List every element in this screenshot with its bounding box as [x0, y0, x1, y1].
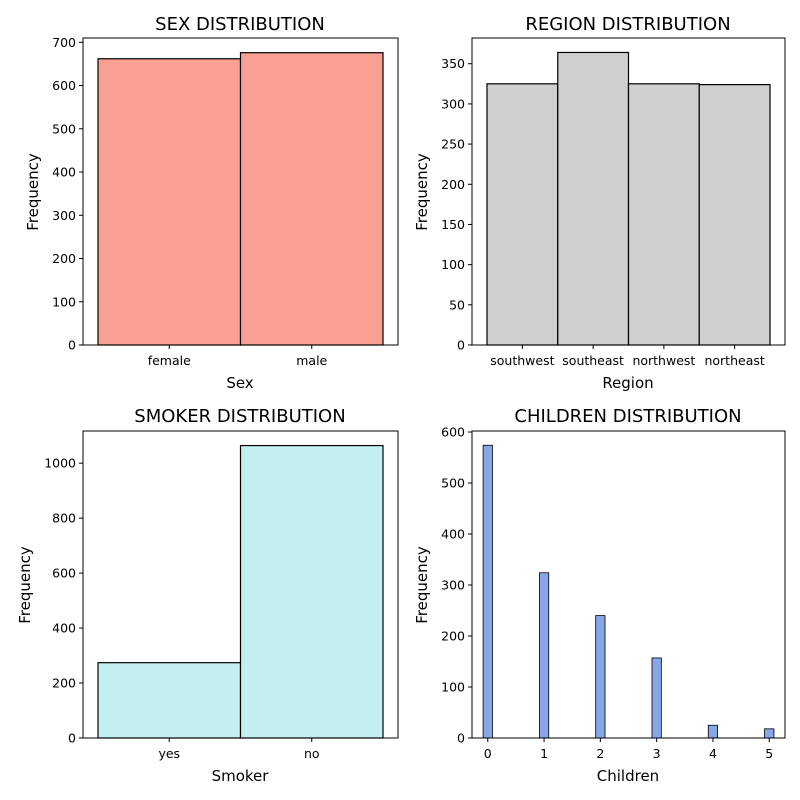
bar: [97, 662, 242, 739]
x-axis-label: Smoker: [212, 767, 270, 785]
bar: [239, 444, 384, 739]
x-tick-label: yes: [158, 746, 180, 761]
x-tick-label: southeast: [562, 353, 624, 368]
y-tick-label: 100: [441, 680, 465, 695]
y-tick-label: 0: [457, 338, 465, 353]
chart-title: SEX DISTRIBUTION: [155, 14, 325, 35]
x-axis-label: Region: [602, 374, 653, 392]
x-axis-label: Children: [597, 767, 659, 785]
y-tick-label: 0: [457, 731, 465, 746]
y-tick-label: 600: [441, 425, 465, 440]
y-tick-label: 200: [441, 177, 465, 192]
y-tick-label: 500: [441, 476, 465, 491]
panel-children: CHILDREN DISTRIBUTION Children Frequency…: [413, 406, 786, 785]
chart-title: REGION DISTRIBUTION: [525, 14, 730, 35]
plot-frame: [82, 37, 399, 346]
y-tick-label: 100: [441, 257, 465, 272]
y-tick-label: 200: [52, 676, 76, 691]
x-tick-label: 0: [484, 746, 492, 761]
chart-title: SMOKER DISTRIBUTION: [134, 406, 345, 427]
bar: [557, 51, 630, 346]
y-tick-label: 1000: [44, 456, 76, 471]
bar: [698, 84, 771, 346]
x-tick-label: female: [148, 353, 191, 368]
y-tick-label: 300: [52, 208, 76, 223]
y-tick-label: 700: [52, 35, 76, 50]
y-tick-label: 50: [449, 297, 465, 312]
x-tick-label: 4: [709, 746, 717, 761]
panel-region: REGION DISTRIBUTION Region Frequency sou…: [413, 14, 786, 392]
y-tick-label: 400: [52, 165, 76, 180]
y-axis-label: Frequency: [16, 546, 34, 624]
y-tick-label: 350: [441, 56, 465, 71]
x-axis-label: Sex: [226, 374, 253, 392]
y-tick-label: 400: [52, 621, 76, 636]
x-tick-label: northwest: [632, 353, 695, 368]
bar: [486, 83, 559, 346]
bar: [482, 444, 493, 739]
bar: [764, 728, 775, 739]
plot-area: 0 1 2 3 4 5 0 100 200 300 400 500 600: [441, 425, 786, 761]
plot-frame: [471, 37, 786, 346]
y-tick-label: 400: [441, 527, 465, 542]
y-tick-label: 800: [52, 511, 76, 526]
y-axis-label: Frequency: [413, 153, 431, 231]
y-tick-label: 300: [441, 578, 465, 593]
x-tick-label: male: [296, 353, 327, 368]
y-tick-label: 200: [441, 629, 465, 644]
x-tick-label: 1: [540, 746, 548, 761]
bar: [627, 83, 700, 346]
bar: [707, 724, 719, 739]
y-tick-label: 250: [441, 137, 465, 152]
y-tick-label: 0: [68, 338, 76, 353]
y-tick-label: 600: [52, 566, 76, 581]
panel-sex: SEX DISTRIBUTION Sex Frequency female mal…: [24, 14, 399, 392]
y-axis-label: Frequency: [24, 153, 42, 231]
x-tick-label: northeast: [704, 353, 764, 368]
plot-area: female male 0 100 200 300 400 500 600 700: [52, 35, 399, 368]
y-tick-label: 500: [52, 121, 76, 136]
plot-area: southwest southeast northwest northeast 0 50 1…: [441, 37, 786, 368]
y-tick-label: 100: [52, 294, 76, 309]
y-tick-label: 600: [52, 78, 76, 93]
x-tick-label: no: [304, 746, 320, 761]
plot-frame: [471, 430, 786, 739]
plot-frame: [82, 430, 399, 739]
bar: [97, 58, 242, 346]
y-tick-label: 300: [441, 96, 465, 111]
plot-area: yes no 0 200 400 600 800 1000: [44, 430, 399, 761]
x-tick-label: 5: [765, 746, 773, 761]
panel-smoker: SMOKER DISTRIBUTION Smoker Frequency yes…: [16, 406, 399, 785]
x-tick-label: southwest: [490, 353, 554, 368]
bar: [651, 657, 662, 739]
bar: [239, 52, 384, 346]
y-tick-label: 0: [68, 731, 76, 746]
x-tick-label: 3: [653, 746, 661, 761]
chart-title: CHILDREN DISTRIBUTION: [514, 406, 741, 427]
y-axis-label: Frequency: [413, 546, 431, 624]
x-tick-label: 2: [596, 746, 604, 761]
bar: [595, 615, 606, 739]
y-tick-label: 200: [52, 251, 76, 266]
bar: [538, 572, 550, 739]
y-tick-label: 150: [441, 217, 465, 232]
